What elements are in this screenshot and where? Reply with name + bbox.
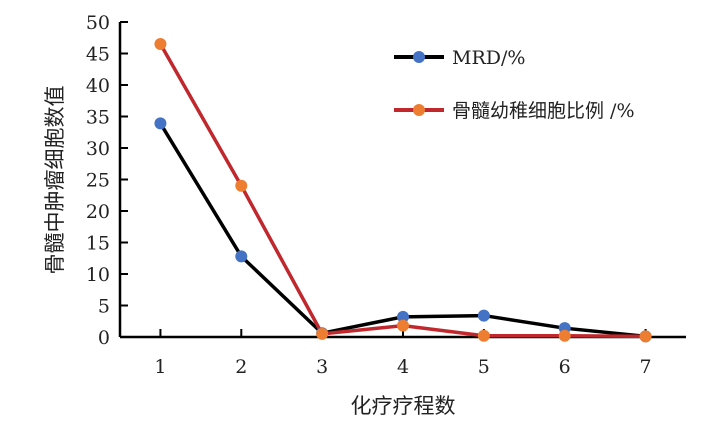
legend-swatch-marker: [413, 104, 425, 116]
y-axis-title: 骨髓中肿瘤细胞数值: [43, 86, 67, 275]
legend: MRD/% 骨髓幼稚细胞比例 /%: [394, 47, 635, 122]
series-1-point: [154, 117, 167, 130]
x-tick-label: 7: [640, 356, 652, 378]
x-tick-label: 2: [235, 356, 247, 378]
x-tick-label: 5: [478, 356, 490, 378]
series-2-point: [235, 179, 248, 192]
series-1-point: [477, 309, 490, 322]
y-tick-label: 20: [86, 201, 110, 223]
series-2-point: [316, 327, 329, 340]
series-2-point: [558, 329, 571, 342]
axes: [118, 22, 686, 339]
legend-swatch-marker: [413, 51, 425, 63]
y-tick-label: 5: [98, 296, 110, 318]
series-line-2: [158, 43, 646, 339]
y-tick-label: 0: [98, 327, 110, 349]
series-1-point: [235, 250, 248, 263]
y-tick-label: 25: [86, 170, 110, 192]
y-tick-label: 30: [86, 138, 110, 160]
y-ticks: 0 5 10 15 20 25 30 35 40 45 50: [86, 12, 128, 349]
x-tick-label: 1: [154, 356, 166, 378]
series-2-point: [477, 329, 490, 342]
series-line-1: [158, 122, 646, 339]
legend-label: 骨髓幼稚细胞比例 /%: [452, 100, 635, 122]
x-tick-label: 3: [316, 356, 328, 378]
x-tick-label: 6: [559, 356, 571, 378]
y-tick-label: 40: [86, 75, 110, 97]
series-2-point: [639, 330, 652, 343]
series-2-point: [397, 319, 409, 332]
y-tick-label: 35: [86, 107, 110, 129]
series-layer: [154, 38, 652, 343]
x-axis-title: 化疗疗程数: [351, 394, 456, 418]
y-tick-label: 45: [86, 44, 110, 66]
x-tick-label: 4: [397, 356, 409, 378]
y-tick-label: 10: [86, 264, 110, 286]
legend-label: MRD/%: [452, 47, 525, 69]
y-tick-label: 15: [86, 233, 110, 255]
x-ticks: 1 2 3 4 5 6 7: [154, 329, 652, 378]
y-tick-label: 50: [86, 12, 110, 34]
series-1-point: [397, 310, 409, 323]
series-2-point: [154, 38, 167, 51]
